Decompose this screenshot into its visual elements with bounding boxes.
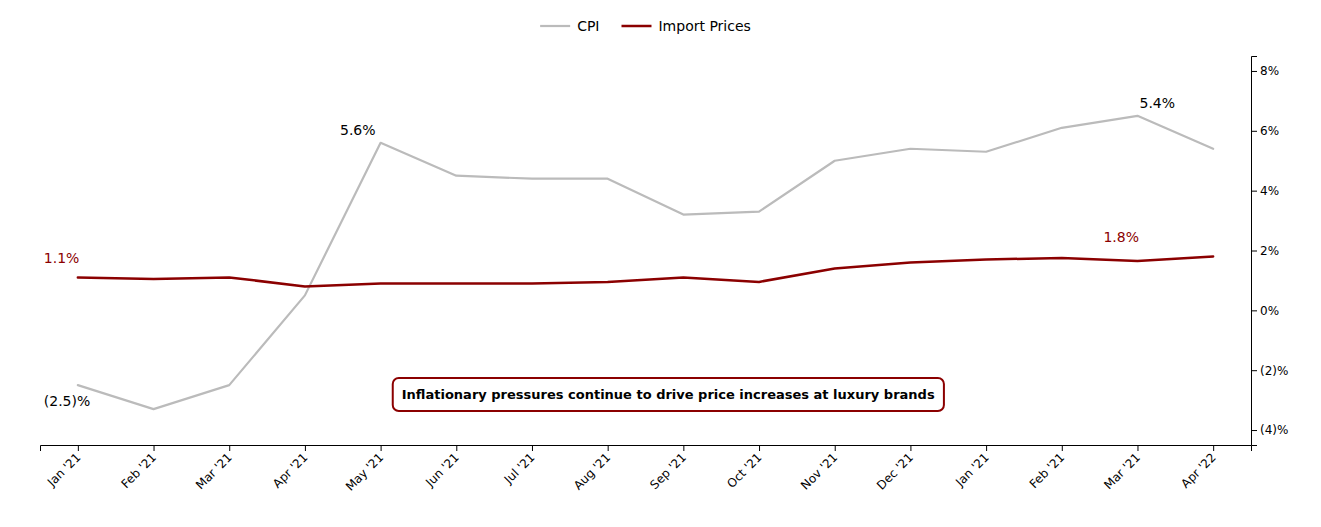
x-tick-label: Mar '21	[1101, 450, 1143, 492]
x-tick-mark	[1213, 445, 1214, 451]
x-tick: Sep '21	[647, 445, 689, 492]
x-tick: Apr '21	[270, 445, 310, 491]
x-tick-label: Jul '21	[501, 450, 538, 487]
legend-swatch	[621, 25, 651, 28]
x-tick-label: May '21	[343, 450, 386, 493]
y-tick-mark	[1251, 251, 1257, 252]
x-tick-label: Oct '21	[724, 450, 764, 490]
annotation: 1.1%	[44, 250, 80, 266]
legend-label: CPI	[577, 18, 599, 34]
x-tick-mark	[683, 445, 684, 451]
legend: CPI Import Prices	[540, 18, 751, 34]
y-tick-mark	[1251, 131, 1257, 132]
x-tick-label: Jan '21	[952, 450, 992, 490]
x-tick: Nov '21	[798, 445, 840, 493]
x-tick-mark	[910, 445, 911, 451]
x-tick: Mar '21	[193, 445, 235, 492]
y-tick-mark	[1251, 71, 1257, 72]
x-tick-label: Apr '21	[270, 450, 310, 490]
y-axis-line	[1252, 57, 1258, 446]
y-tick-mark	[1251, 191, 1257, 192]
x-tick: Jun '21	[422, 445, 462, 490]
x-axis-line	[41, 446, 1252, 452]
y-axis: (4)% (2)% 0% 2% 4% 6% 8%	[1251, 57, 1288, 446]
x-tick: Mar '21	[1101, 445, 1143, 492]
y-tick-label: 6%	[1260, 124, 1279, 138]
x-tick-label: Nov '21	[798, 450, 840, 492]
x-tick-mark	[532, 445, 533, 451]
x-tick-mark	[759, 445, 760, 451]
x-tick-mark	[1137, 445, 1138, 451]
y-tick: (4)%	[1251, 423, 1288, 437]
y-tick-label: 2%	[1260, 244, 1279, 258]
plot-area	[78, 116, 1213, 409]
x-tick-label: Mar '21	[193, 450, 235, 492]
annotations: 5.6% 5.4% (2.5)% 1.1% 1.8% Inflationary press…	[44, 95, 1175, 411]
note-text: Inflationary pressures continue to drive…	[402, 387, 935, 402]
y-tick: 6%	[1251, 124, 1279, 138]
y-tick: 4%	[1251, 184, 1279, 198]
y-tick-mark	[1251, 430, 1257, 431]
x-tick-label: Feb '21	[1027, 450, 1068, 491]
x-tick-mark	[229, 445, 230, 451]
note-box: Inflationary pressures continue to drive…	[393, 378, 944, 411]
chart: Jan '21 Feb '21 Mar '21 Apr '21 May '21 Jun '…	[0, 0, 1321, 527]
annotation: 1.8%	[1103, 229, 1139, 245]
y-tick: (2)%	[1251, 364, 1288, 378]
annotation: 5.4%	[1139, 95, 1175, 111]
y-tick-mark	[1251, 310, 1257, 311]
x-tick: Feb '21	[118, 445, 159, 491]
x-tick-label: Aug '21	[571, 450, 613, 492]
y-tick: 0%	[1251, 304, 1279, 318]
x-tick-mark	[154, 445, 155, 451]
x-tick-mark	[381, 445, 382, 451]
x-tick: Jan '21	[952, 445, 992, 490]
y-tick: 8%	[1251, 64, 1279, 78]
y-tick-label: (2)%	[1260, 364, 1288, 378]
x-tick-label: Apr '22	[1178, 450, 1218, 490]
x-tick-label: Jan '21	[44, 450, 84, 490]
x-tick-label: Feb '21	[118, 450, 159, 491]
x-tick-mark	[608, 445, 609, 451]
x-tick-mark	[1062, 445, 1063, 451]
x-tick-mark	[78, 445, 79, 451]
legend-item: Import Prices	[621, 18, 750, 34]
y-tick-mark	[1251, 370, 1257, 371]
y-tick-label: 4%	[1260, 184, 1279, 198]
x-tick-mark	[305, 445, 306, 451]
y-tick-label: (4)%	[1260, 423, 1288, 437]
legend-item: CPI	[540, 18, 599, 34]
y-tick-label: 0%	[1260, 304, 1279, 318]
y-tick-label: 8%	[1260, 64, 1279, 78]
x-axis: Jan '21 Feb '21 Mar '21 Apr '21 May '21 Jun '…	[41, 445, 1252, 494]
x-tick: Feb '21	[1027, 445, 1068, 491]
y-tick: 2%	[1251, 244, 1279, 258]
x-tick: May '21	[343, 445, 386, 494]
series-line	[78, 116, 1213, 409]
x-tick-label: Jun '21	[422, 450, 462, 490]
x-tick: Apr '22	[1178, 445, 1218, 491]
series-line	[78, 256, 1213, 286]
annotation: (2.5)%	[44, 393, 91, 409]
x-tick-mark	[986, 445, 987, 451]
legend-label: Import Prices	[658, 18, 750, 34]
x-tick-mark	[456, 445, 457, 451]
note-frame	[393, 378, 944, 411]
legend-swatch	[540, 25, 570, 27]
x-tick-label: Dec '21	[874, 450, 916, 492]
x-tick-mark	[835, 445, 836, 451]
x-tick: Dec '21	[874, 445, 916, 493]
x-tick-label: Sep '21	[647, 450, 689, 492]
x-tick: Aug '21	[571, 445, 613, 493]
x-tick: Oct '21	[724, 445, 764, 491]
x-tick: Jan '21	[44, 445, 84, 490]
annotation: 5.6%	[340, 122, 376, 138]
x-tick: Jul '21	[501, 445, 538, 487]
